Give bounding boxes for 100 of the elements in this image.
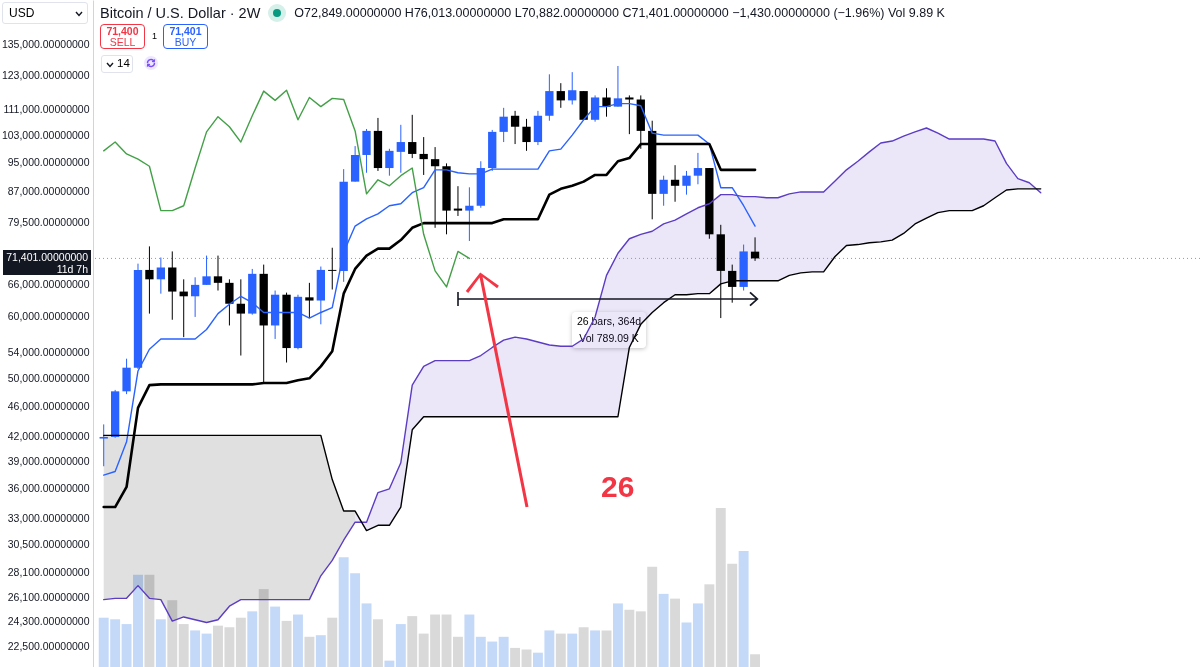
bar [567,633,578,667]
bar [247,611,258,667]
bar [155,619,166,667]
y-tick-label: 123,000.00000000 [1,68,90,81]
bar [281,620,292,667]
candlestick [396,124,405,174]
annotation: 14 [117,57,130,69]
bar [235,617,246,667]
candlestick [408,114,417,159]
bar [464,614,475,667]
annotation: BUY [174,36,197,48]
bar [692,603,703,667]
bar [293,614,303,667]
bar [601,630,612,667]
candlestick [202,255,211,286]
y-tick-label: 33,000.00000000 [7,511,90,524]
bar [201,633,212,667]
bar [167,600,178,667]
y-tick-label: 26,100.00000000 [7,590,90,603]
annotation: 71,401 [168,25,203,37]
bar [178,624,189,667]
line-series [103,127,1042,624]
y-tick-label: 95,000.00000000 [7,155,90,168]
candlestick [305,282,314,319]
candlestick [693,152,703,185]
bar [670,598,681,667]
bar [361,603,372,667]
candlestick [522,118,531,152]
candlestick [419,136,428,176]
candlestick [213,255,223,292]
bar [578,627,589,667]
y-tick-label: 24,300.00000000 [7,614,90,627]
bar [258,589,269,667]
candlestick [659,175,668,207]
candlestick [670,164,680,203]
candlestick [145,245,154,315]
candlestick [682,170,691,196]
bar [681,622,692,667]
text: 11d 7h [55,263,88,276]
y-tick-label: 22,500.00000000 [7,640,90,653]
annotation: 1 [152,31,158,41]
bar [498,636,509,667]
bar [738,550,749,667]
y-tick-label: 111,000.00000000 [3,103,90,116]
y-tick-label: 42,000.00000000 [7,430,90,443]
bar [304,636,315,667]
bar [190,630,201,667]
bar [750,654,761,667]
bar [144,574,155,667]
annotation: 26 bars, 364d [575,314,643,329]
text: USD [9,6,35,20]
y-tick-label: 103,000.00000000 [1,128,90,141]
bar [395,624,406,667]
candlestick [328,247,337,290]
bar [452,636,463,667]
chart-title: Bitcoin / U.S. Dollar · 2W [100,5,261,21]
bar [704,584,715,667]
y-tick-label: 54,000.00000000 [7,345,90,358]
candlestick [122,358,131,395]
candlestick [510,110,520,145]
candlestick [236,278,245,357]
candlestick [625,94,634,135]
candlestick [156,256,165,295]
bar [315,635,326,667]
chart-subtitle: O72,849.00000000 H76,013.00000000 L70,882.00000000 C71,401.00000000 −1,430.00000000 (−1.96%) Vol 9.89 K [294,6,945,20]
candlestick [556,82,565,109]
candlestick [465,186,474,242]
y-tick-label: 46,000.00000000 [7,399,90,412]
candlestick [499,107,508,143]
bar [441,614,452,667]
y-tick-label: 60,000.00000000 [7,310,90,323]
candlestick [190,276,200,318]
bar [612,603,623,667]
candlestick [453,185,463,217]
bar [624,609,635,667]
bar [510,647,521,667]
line-series [103,89,471,288]
candlestick [99,423,108,467]
candlestick [225,278,234,326]
bar [658,593,669,667]
y-tick-label: 79,500.00000000 [7,215,90,228]
candlestick [430,146,440,229]
bar [407,616,418,667]
y-tick-label: 87,000.00000000 [7,185,90,198]
bar [327,617,338,667]
annotation: 26 [601,470,635,504]
candlestick [602,87,611,118]
ref-line-label: 71,401.00000000 [5,251,88,264]
y-tick-label: 39,000.00000000 [7,455,90,468]
bar [270,606,281,667]
bar [373,619,383,667]
annotation: SELL [109,36,136,48]
candlestick [385,148,394,177]
bar [555,633,566,667]
y-tick-label: 66,000.00000000 [7,278,90,291]
y-tick-label: 135,000.00000000 [1,37,90,50]
bar [590,630,601,667]
candlestick [568,71,577,106]
y-tick-label: 36,000.00000000 [7,482,90,495]
y-tick-label: 28,100.00000000 [7,565,90,578]
